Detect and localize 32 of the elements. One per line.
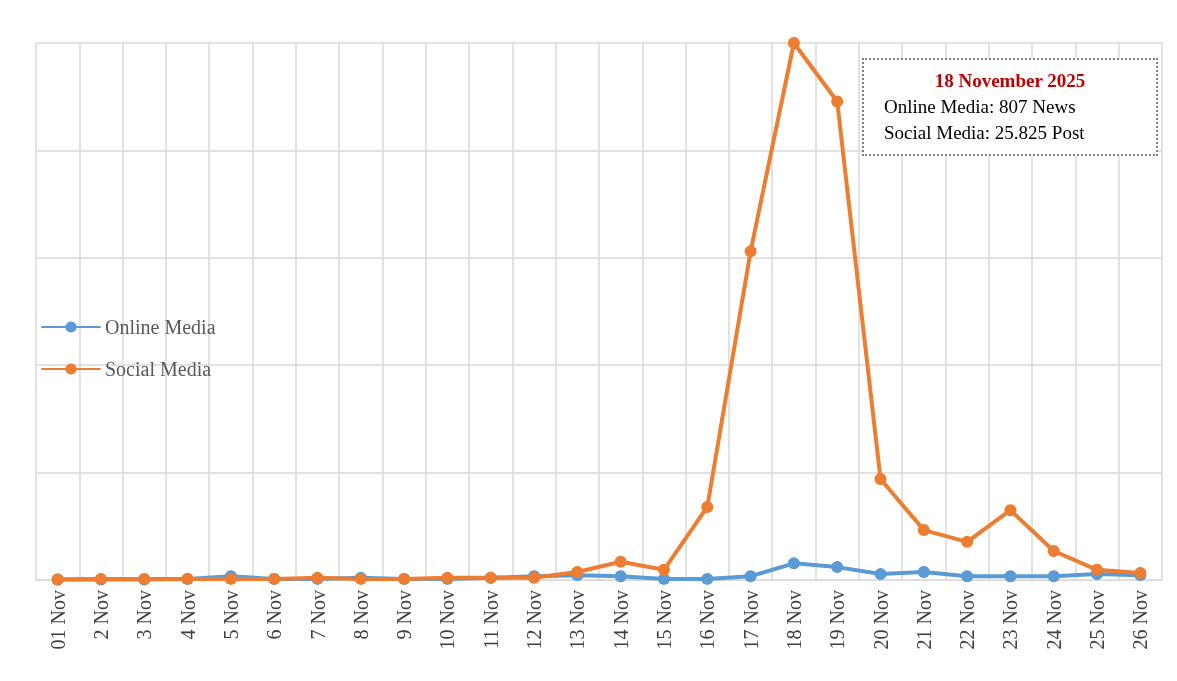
annotation: Social Media: 25.825 Post (884, 121, 1086, 145)
x-tick-label: 13 Nov (566, 590, 589, 650)
x-tick-label: 20 Nov (869, 590, 892, 650)
legend-label: Online Media (105, 316, 216, 338)
x-tick-label: 8 Nov (349, 590, 372, 640)
x-tick-label: 6 Nov (263, 590, 286, 640)
annotation: 18 November 2025 (933, 69, 1087, 93)
x-tick-label: 23 Nov (999, 590, 1022, 650)
annotation: Online Media: 807 News (884, 95, 1077, 119)
x-tick-label: 01 Nov (46, 590, 69, 650)
x-tick-label: 2 Nov (89, 590, 112, 640)
x-tick-label: 10 Nov (436, 590, 459, 650)
x-tick-label: 16 Nov (696, 590, 719, 650)
x-tick-label: 26 Nov (1129, 590, 1152, 650)
x-tick-label: 24 Nov (1042, 590, 1065, 650)
x-tick-label: 17 Nov (739, 590, 762, 650)
x-tick-label: 21 Nov (912, 590, 935, 650)
x-tick-label: 9 Nov (393, 590, 416, 640)
x-tick-label: 14 Nov (609, 590, 632, 650)
legend-label: Social Media (105, 358, 212, 380)
x-tick-label: 7 Nov (306, 590, 329, 640)
callout-box: 18 November 2025 Online Media: 807 News Social Media: 25.825 Post (862, 58, 1158, 156)
x-tick-label: 11 Nov (479, 590, 502, 649)
x-tick-label: 25 Nov (1086, 590, 1109, 650)
x-tick-label: 22 Nov (956, 590, 979, 650)
x-tick-label: 5 Nov (219, 590, 242, 640)
x-tick-label: 19 Nov (826, 590, 849, 650)
x-tick-label: 18 Nov (782, 590, 805, 650)
x-tick-label: 4 Nov (176, 590, 199, 640)
x-tick-label: 3 Nov (133, 590, 156, 640)
x-tick-label: 15 Nov (652, 590, 675, 650)
x-tick-label: 12 Nov (523, 590, 546, 650)
